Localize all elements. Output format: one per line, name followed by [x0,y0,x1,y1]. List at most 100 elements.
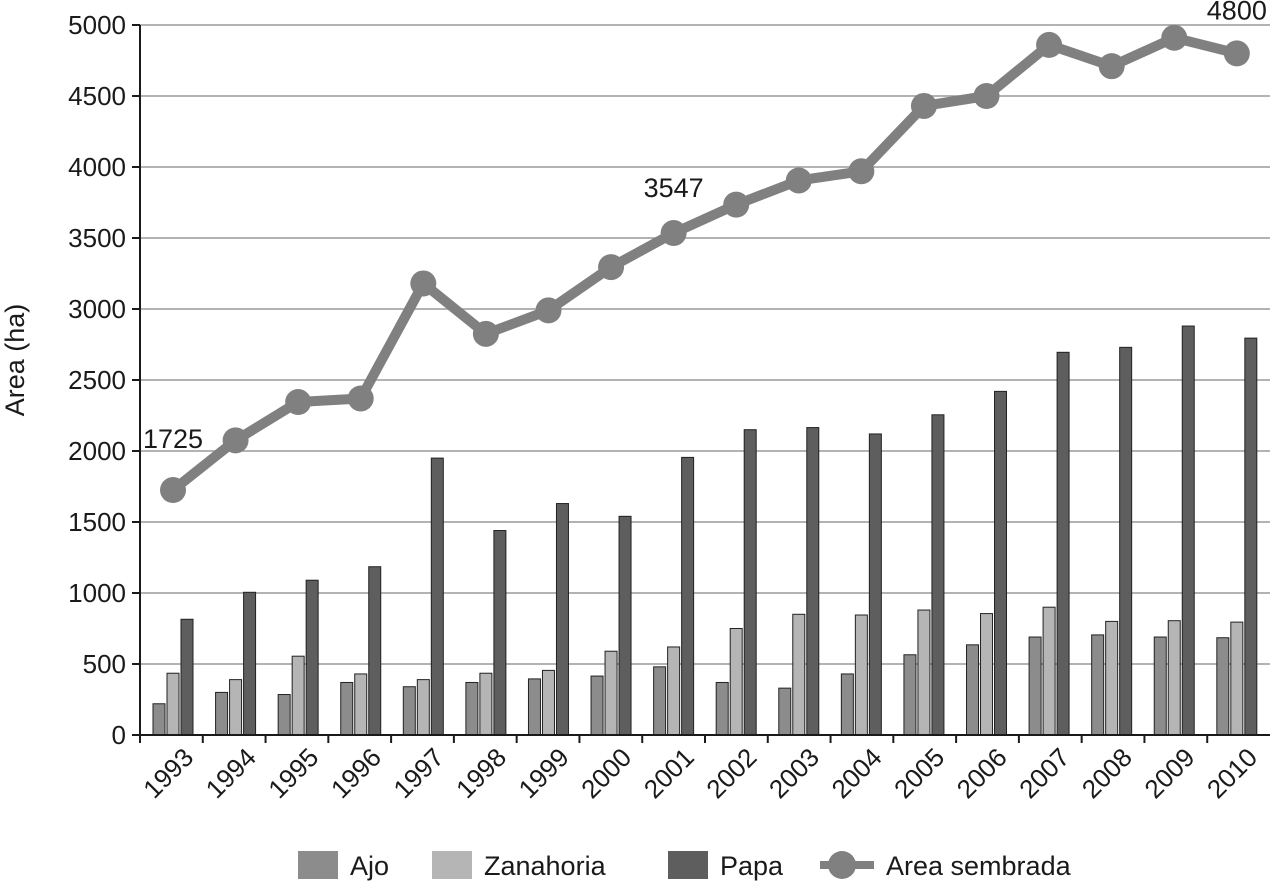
x-tick-label: 1999 [513,742,575,804]
bar-zanahoria [729,628,743,736]
x-tick-label: 2002 [700,742,762,804]
legend-label: Ajo [350,851,389,881]
bar-ajo [653,666,667,736]
y-tick-label: 4500 [68,81,126,111]
x-tick-label: 2001 [638,742,700,804]
bar-zanahoria [980,613,994,736]
bar-papa [806,427,820,736]
bars [152,325,1258,736]
area-sembrada-point [160,477,186,504]
area-sembrada-point [1098,53,1125,80]
area-sembrada-point [410,270,437,297]
area-sembrada-point [222,427,249,454]
y-tick-label: 1000 [68,578,126,608]
bar-papa [994,390,1008,736]
x-tick-label: 1997 [387,742,449,804]
x-tick-label: 1993 [137,742,199,804]
bar-papa [931,414,945,736]
y-tick-labels: 0 500 1000 1500 2000 2500 3000 3500 4000 4500 5000 [68,10,126,750]
bar-ajo [840,673,854,736]
x-tick-label: 1996 [325,742,387,804]
bar-ajo [152,703,166,736]
bar-zanahoria [291,655,305,736]
bar-zanahoria [1042,606,1056,736]
bar-papa [618,515,632,736]
bar-zanahoria [792,613,806,736]
x-tick-label: 2009 [1138,742,1200,804]
bar-papa [681,456,695,736]
bar-papa [305,579,319,736]
bar-ajo [402,686,416,736]
bar-ajo [1216,637,1230,736]
area-sembrada-point [535,297,562,324]
bar-zanahoria [416,679,430,736]
legend: Ajo Zanahoria Papa Area sembrada [298,851,1072,881]
area-sembrada-point [723,191,750,218]
bar-zanahoria [354,673,368,736]
area-sembrada-point [973,83,1000,109]
bar-ajo [1153,636,1167,736]
bar-papa [493,530,507,736]
area-sembrada-point [910,92,937,119]
bar-zanahoria [667,646,681,736]
x-tick-label: 2005 [888,742,950,804]
bar-ajo [215,691,229,736]
bar-ajo [590,675,604,736]
x-tick-label: 2000 [575,742,637,804]
y-tick-label: 3500 [68,223,126,253]
x-tick-label: 2006 [951,742,1013,804]
bar-papa [368,566,382,736]
bar-papa [555,503,569,736]
legend-label: Zanahoria [484,851,607,881]
legend-swatch [668,851,708,879]
area-sembrada-point [660,220,687,247]
x-tick-label: 1998 [450,742,512,804]
bar-ajo [277,694,291,736]
x-tick-label: 2008 [1076,742,1138,804]
data-label: 1725 [143,424,203,454]
x-tick-label: 2004 [825,742,887,804]
axes [139,25,1270,736]
bar-zanahoria [1105,620,1119,736]
x-tick-label: 2003 [763,742,825,804]
y-axis-title: Area (ha) [0,304,30,417]
area-sembrada-series-line [169,32,1239,494]
bar-papa [743,429,757,736]
bar-zanahoria [166,672,180,736]
x-tick-label: 1995 [262,742,324,804]
bar-zanahoria [854,614,868,736]
bar-ajo [966,644,980,736]
bar-zanahoria [541,669,555,736]
bar-zanahoria [229,679,243,736]
x-tick-label: 2010 [1201,742,1263,804]
data-label: 4800 [1207,0,1267,25]
area-sembrada-point [1161,24,1188,51]
legend-swatch [432,851,472,879]
y-tick-label: 2500 [68,365,126,395]
bar-zanahoria [1230,621,1244,736]
bar-zanahoria [917,609,931,736]
area-sembrada-point [472,320,499,347]
y-tick-label: 4000 [68,152,126,182]
bar-papa [1056,351,1070,736]
area-sembrada-point [598,254,625,281]
x-tick-labels: 1993 1994 1995 1996 1997 1998 1999 2000 2001 2002… [137,742,1263,804]
bar-papa [1244,337,1258,736]
bar-papa [180,618,194,736]
y-tick-label: 1500 [68,507,126,537]
area-sembrada-point [347,385,374,412]
y-tick-label: 0 [112,720,126,750]
bar-zanahoria [479,672,493,736]
bar-papa [1119,346,1133,736]
bar-ajo [340,681,354,736]
bar-zanahoria [1167,620,1181,736]
bar-papa [243,591,257,736]
data-labels: 1725 3547 4800 [143,0,1267,454]
bar-ajo [527,678,541,736]
area-sembrada-point [848,158,875,185]
bar-ajo [465,681,479,736]
legend-swatch [298,851,338,879]
gridlines [132,24,1270,743]
bar-ajo [1091,634,1105,736]
bar-ajo [715,681,729,736]
